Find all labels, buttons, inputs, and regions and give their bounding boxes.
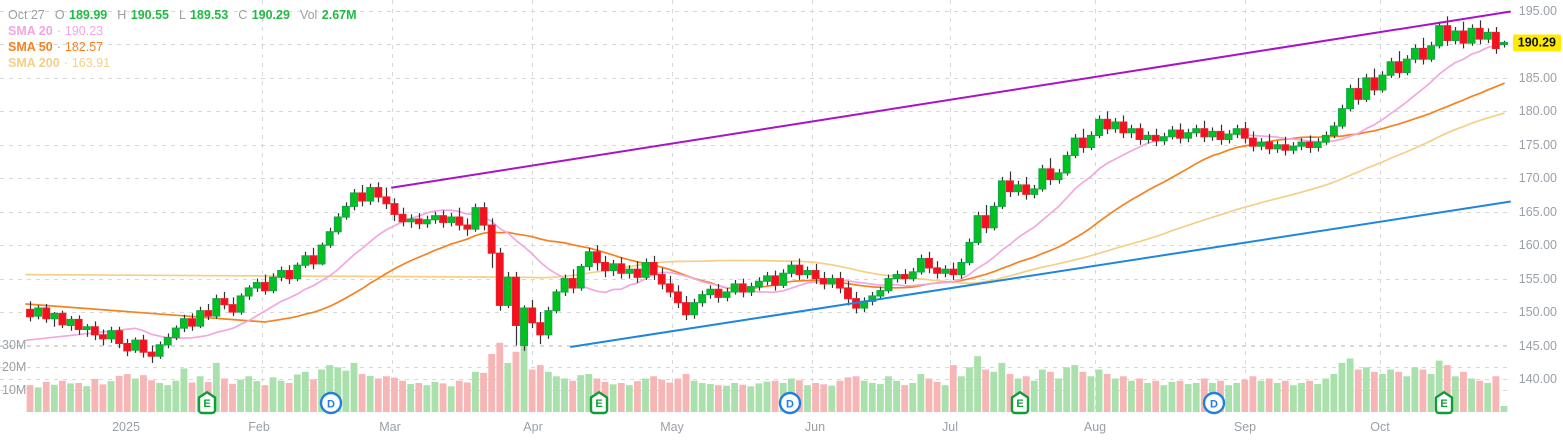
resistance-trendline[interactable] [391, 10, 1511, 189]
svg-text:D: D [1210, 399, 1218, 411]
price-tick-label: 175.00 [1518, 137, 1557, 152]
time-tick-label[interactable]: Apr [523, 420, 543, 434]
price-tick-label: 170.00 [1518, 171, 1557, 186]
svg-text:E: E [203, 398, 210, 410]
price-tick-label: 180.00 [1518, 104, 1557, 119]
price-tick-label: 150.00 [1518, 305, 1557, 320]
earnings-marker-icon[interactable]: E [1432, 390, 1456, 416]
support-trendline[interactable] [570, 200, 1511, 348]
time-tick-label[interactable]: 2025 [112, 420, 140, 434]
earnings-marker-icon[interactable]: E [587, 390, 611, 416]
time-tick-label[interactable]: Mar [379, 420, 401, 434]
last-price-badge[interactable]: 190.29 [1512, 34, 1561, 51]
sma-200-line [25, 112, 1505, 285]
price-tick-label: 155.00 [1518, 271, 1557, 286]
dividend-marker-icon[interactable]: D [1202, 390, 1226, 416]
svg-text:E: E [1016, 398, 1023, 410]
price-tick-label: 195.00 [1518, 4, 1557, 18]
dividend-marker-icon[interactable]: D [319, 390, 343, 416]
price-tick-label: 185.00 [1518, 70, 1557, 85]
volume-tick-label: 10M [2, 382, 27, 397]
svg-text:D: D [786, 399, 794, 411]
time-tick-label[interactable]: Sep [1233, 420, 1257, 434]
dividend-marker-icon[interactable]: D [778, 390, 802, 416]
earnings-marker-icon[interactable]: E [1008, 390, 1032, 416]
svg-text:E: E [1440, 398, 1447, 410]
sma-20-line [25, 43, 1505, 342]
svg-text:E: E [595, 398, 602, 410]
price-tick-label: 165.00 [1518, 204, 1557, 219]
time-tick-label[interactable]: Jun [804, 420, 826, 434]
time-tick-label[interactable]: Oct [1370, 420, 1390, 434]
price-tick-label: 145.00 [1518, 338, 1557, 353]
price-tick-label: 140.00 [1518, 371, 1557, 386]
time-tick-label[interactable]: Feb [248, 420, 270, 434]
time-tick-label[interactable]: Aug [1083, 420, 1107, 434]
time-tick-label[interactable]: Jul [942, 420, 958, 434]
volume-tick-label: 30M [2, 338, 27, 352]
time-tick-label[interactable]: May [660, 420, 684, 434]
earnings-marker-icon[interactable]: E [195, 390, 219, 416]
volume-tick-label: 20M [2, 360, 27, 375]
price-axis[interactable]: 195.00 185.00 180.00 175.00 170.00 165.00 160.… [1501, 0, 1563, 441]
svg-text:D: D [327, 399, 335, 411]
price-tick-label: 160.00 [1518, 238, 1557, 253]
